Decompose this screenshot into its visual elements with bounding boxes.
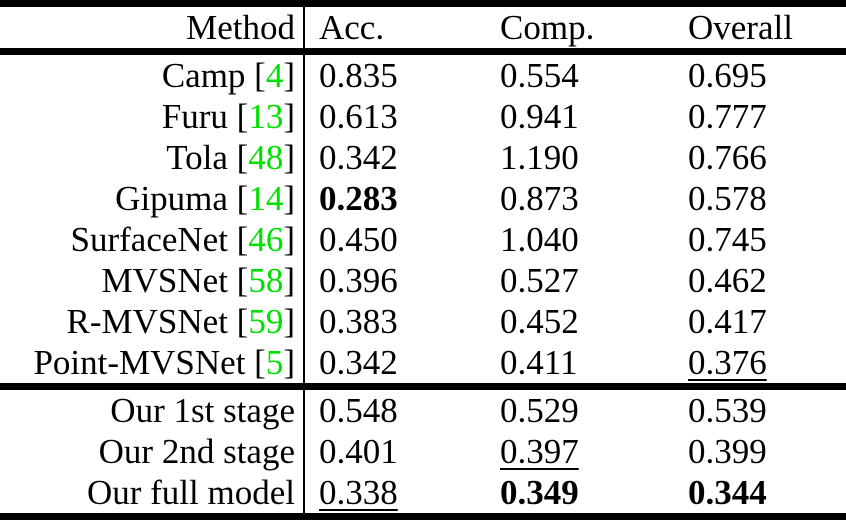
method-name: Camp [: [161, 56, 266, 95]
method-cell: Our full model: [0, 472, 305, 513]
comp-value: 1.190: [500, 138, 579, 177]
table-row: Tola [48] 0.342 1.190 0.766: [0, 137, 846, 178]
comp-value: 0.554: [500, 56, 579, 95]
table-row: Camp [4] 0.835 0.554 0.695: [0, 55, 846, 96]
column-header-acc: Acc.: [319, 8, 385, 47]
overall-value: 0.695: [688, 56, 767, 95]
table-row: Our 1st stage 0.548 0.529 0.539: [0, 390, 846, 431]
method-name: Our 2nd stage: [98, 432, 295, 471]
acc-value: 0.450: [319, 220, 398, 259]
acc-value: 0.396: [319, 261, 398, 300]
header-row: Method Acc. Comp. Overall: [0, 7, 846, 48]
citation-bracket: ]: [283, 138, 295, 177]
overall-value: 0.399: [688, 432, 767, 471]
acc-value: 0.342: [319, 343, 398, 382]
acc-value: 0.283: [319, 179, 398, 218]
acc-value: 0.548: [319, 391, 398, 430]
comp-value: 0.452: [500, 302, 579, 341]
comp-value: 0.397: [500, 432, 579, 471]
column-header-comp: Comp.: [500, 8, 595, 47]
acc-value: 0.338: [319, 473, 398, 512]
overall-value: 0.745: [688, 220, 767, 259]
citation-link[interactable]: 4: [265, 56, 284, 95]
citation-bracket: ]: [283, 343, 295, 382]
table-row: SurfaceNet [46] 0.450 1.040 0.745: [0, 219, 846, 260]
citation-bracket: ]: [283, 179, 295, 218]
citation-bracket: ]: [283, 261, 295, 300]
method-name: Our full model: [86, 473, 295, 512]
method-cell: Our 1st stage: [0, 390, 305, 431]
comp-value: 0.411: [500, 343, 578, 382]
method-name: MVSNet [: [101, 261, 249, 300]
comp-value: 0.349: [500, 473, 579, 512]
bottom-rule: [0, 513, 846, 520]
method-name: Gipuma [: [115, 179, 249, 218]
acc-value: 0.401: [319, 432, 398, 471]
citation-link[interactable]: 5: [265, 343, 284, 382]
comp-value: 0.529: [500, 391, 579, 430]
table-row: Our 2nd stage 0.401 0.397 0.399: [0, 431, 846, 472]
table-row: MVSNet [58] 0.396 0.527 0.462: [0, 260, 846, 301]
table-row: Gipuma [14] 0.283 0.873 0.578: [0, 178, 846, 219]
citation-bracket: ]: [283, 56, 295, 95]
citation-link[interactable]: 14: [248, 179, 284, 218]
method-name: SurfaceNet [: [70, 220, 249, 259]
method-cell: Our 2nd stage: [0, 431, 305, 472]
acc-value: 0.383: [319, 302, 398, 341]
overall-value: 0.766: [688, 138, 767, 177]
method-name: Tola [: [166, 138, 249, 177]
method-cell: R-MVSNet [59]: [0, 301, 305, 342]
method-cell: Point-MVSNet [5]: [0, 342, 305, 383]
comp-value: 0.527: [500, 261, 579, 300]
section-rule: [0, 383, 846, 390]
top-rule: [0, 0, 846, 7]
citation-bracket: ]: [283, 302, 295, 341]
table-row: R-MVSNet [59] 0.383 0.452 0.417: [0, 301, 846, 342]
citation-link[interactable]: 46: [248, 220, 284, 259]
comp-value: 1.040: [500, 220, 579, 259]
overall-value: 0.344: [688, 473, 767, 512]
overall-value: 0.376: [688, 343, 767, 382]
header-rule: [0, 48, 846, 55]
citation-link[interactable]: 13: [248, 97, 284, 136]
method-name: Point-MVSNet [: [33, 343, 266, 382]
method-name: R-MVSNet [: [66, 302, 249, 341]
citation-bracket: ]: [283, 220, 295, 259]
method-name: Furu [: [161, 97, 249, 136]
overall-value: 0.777: [688, 97, 767, 136]
overall-value: 0.417: [688, 302, 767, 341]
method-cell: Tola [48]: [0, 137, 305, 178]
citation-link[interactable]: 48: [248, 138, 284, 177]
method-cell: Gipuma [14]: [0, 178, 305, 219]
overall-value: 0.462: [688, 261, 767, 300]
citation-link[interactable]: 59: [248, 302, 284, 341]
citation-link[interactable]: 58: [248, 261, 284, 300]
overall-value: 0.539: [688, 391, 767, 430]
comp-value: 0.941: [500, 97, 579, 136]
table-row: Our full model 0.338 0.349 0.344: [0, 472, 846, 513]
overall-value: 0.578: [688, 179, 767, 218]
column-header-method: Method: [186, 8, 295, 47]
citation-bracket: ]: [283, 97, 295, 136]
method-cell: SurfaceNet [46]: [0, 219, 305, 260]
acc-value: 0.835: [319, 56, 398, 95]
acc-value: 0.613: [319, 97, 398, 136]
method-name: Our 1st stage: [110, 391, 295, 430]
column-header-overall: Overall: [688, 8, 793, 47]
table-row: Furu [13] 0.613 0.941 0.777: [0, 96, 846, 137]
acc-value: 0.342: [319, 138, 398, 177]
method-cell: Camp [4]: [0, 55, 305, 96]
method-cell: MVSNet [58]: [0, 260, 305, 301]
table-row: Point-MVSNet [5] 0.342 0.411 0.376: [0, 342, 846, 383]
comp-value: 0.873: [500, 179, 579, 218]
method-cell: Furu [13]: [0, 96, 305, 137]
column-divider: [303, 7, 305, 513]
